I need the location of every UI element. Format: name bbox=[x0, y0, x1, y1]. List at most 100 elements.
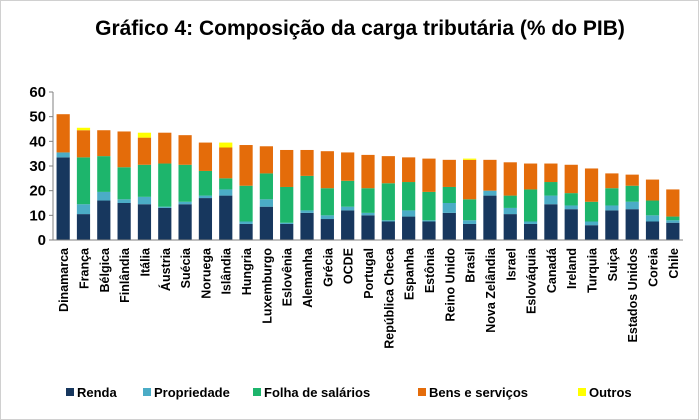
x-category-label: Finlândia bbox=[118, 247, 132, 303]
bar-segment-2 bbox=[402, 210, 416, 217]
legend-swatch bbox=[578, 388, 586, 396]
bar-segment-5 bbox=[76, 127, 91, 131]
x-category-label: Áustria bbox=[158, 247, 173, 291]
x-category-label: Eslováquia bbox=[525, 247, 539, 314]
bar-segment-2 bbox=[56, 152, 70, 158]
x-category-label: França bbox=[77, 247, 91, 289]
bar-segment-1 bbox=[381, 221, 395, 240]
bar-segment-4 bbox=[198, 142, 213, 171]
bar-segment-1 bbox=[442, 212, 456, 240]
bar-segment-3 bbox=[645, 200, 660, 216]
bar-segment-3 bbox=[442, 186, 456, 203]
bar-segment-3 bbox=[564, 193, 578, 206]
bar-segment-2 bbox=[137, 196, 152, 205]
bar-segment-1 bbox=[56, 157, 70, 240]
bar-segment-1 bbox=[625, 209, 639, 240]
bar-segment-4 bbox=[666, 189, 680, 217]
bar-segment-1 bbox=[341, 210, 355, 240]
bar-segment-2 bbox=[463, 220, 477, 224]
bar-segment-2 bbox=[442, 203, 456, 213]
bar-segment-1 bbox=[137, 204, 152, 240]
x-category-label: Bélgica bbox=[98, 247, 112, 293]
bar-segment-2 bbox=[239, 221, 253, 224]
bar-segment-3 bbox=[76, 157, 91, 205]
x-category-label: Israel bbox=[504, 248, 518, 281]
bar-segment-4 bbox=[178, 135, 192, 165]
bar-segment-4 bbox=[381, 156, 395, 184]
x-category-label: Canadá bbox=[545, 248, 559, 293]
bar-segment-2 bbox=[564, 205, 578, 210]
bar-segment-4 bbox=[259, 146, 273, 174]
bar-segment-2 bbox=[320, 215, 334, 220]
bar-segment-4 bbox=[564, 164, 578, 194]
chart-title: Gráfico 4: Composição da carga tributári… bbox=[95, 17, 625, 40]
y-tick-label: 10 bbox=[29, 207, 46, 224]
bar-segment-1 bbox=[198, 198, 213, 240]
bar-segment-2 bbox=[584, 221, 599, 226]
bar-segment-3 bbox=[97, 156, 111, 192]
bar-segment-4 bbox=[341, 152, 355, 181]
bar-segment-4 bbox=[300, 149, 314, 176]
bar-segment-1 bbox=[219, 195, 233, 240]
legend-swatch bbox=[418, 388, 426, 396]
bar-segment-4 bbox=[483, 159, 497, 191]
bar-segment-2 bbox=[605, 205, 619, 211]
bar-segment-3 bbox=[361, 188, 375, 213]
x-category-label: Brasil bbox=[464, 248, 478, 283]
bar-segment-3 bbox=[503, 195, 517, 208]
y-tick-label: 60 bbox=[29, 84, 46, 101]
x-category-label: Estados Unidos bbox=[626, 248, 640, 343]
y-tick-label: 20 bbox=[29, 183, 46, 200]
bar-segment-4 bbox=[280, 149, 294, 187]
bar-segment-2 bbox=[361, 212, 375, 216]
x-category-label: Eslovênia bbox=[281, 247, 295, 306]
bar-segment-4 bbox=[219, 147, 233, 179]
bar-segment-4 bbox=[56, 114, 70, 153]
bar-segment-3 bbox=[544, 182, 558, 196]
bar-segment-1 bbox=[645, 221, 660, 240]
bar-segment-3 bbox=[239, 185, 253, 222]
bar-segment-1 bbox=[584, 225, 599, 240]
bar-segment-4 bbox=[605, 173, 619, 189]
x-category-label: Estônia bbox=[423, 247, 437, 293]
bar-segment-3 bbox=[666, 216, 680, 221]
bar-segment-3 bbox=[625, 185, 639, 202]
bar-segment-2 bbox=[625, 201, 639, 210]
legend-label: Bens e serviços bbox=[429, 385, 528, 400]
bar-segment-4 bbox=[584, 168, 599, 202]
bar-segment-3 bbox=[341, 180, 355, 207]
bar-segment-1 bbox=[483, 195, 497, 240]
bar-segment-1 bbox=[666, 222, 680, 240]
bar-segment-3 bbox=[402, 182, 416, 211]
x-category-label: Itália bbox=[138, 247, 152, 277]
bar-segment-2 bbox=[300, 210, 314, 213]
bar-segment-1 bbox=[76, 214, 91, 240]
legend-label: Propriedade bbox=[154, 385, 230, 400]
bar-segment-2 bbox=[76, 204, 91, 215]
bar-segment-2 bbox=[381, 220, 395, 222]
bar-segment-5 bbox=[463, 158, 477, 160]
bar-segment-1 bbox=[503, 214, 517, 240]
bar-segment-2 bbox=[422, 220, 436, 222]
bar-segment-3 bbox=[463, 199, 477, 221]
x-category-label: República Checa bbox=[382, 247, 396, 349]
bar-segment-4 bbox=[117, 131, 131, 168]
x-category-label: Dinamarca bbox=[57, 247, 71, 312]
x-category-label: Suécia bbox=[179, 247, 193, 288]
bar-segment-3 bbox=[605, 188, 619, 206]
bar-segment-2 bbox=[341, 206, 355, 211]
bar-segment-1 bbox=[158, 207, 172, 240]
bar-segment-1 bbox=[178, 204, 192, 240]
bar-segment-4 bbox=[97, 130, 111, 157]
legend-swatch bbox=[143, 388, 151, 396]
bar-segment-3 bbox=[422, 191, 436, 221]
bar-segment-2 bbox=[198, 195, 213, 199]
bar-segment-1 bbox=[564, 209, 578, 240]
bar-segment-3 bbox=[219, 178, 233, 190]
y-tick-label: 30 bbox=[29, 158, 46, 175]
bar-segment-4 bbox=[503, 162, 517, 196]
bar-segment-2 bbox=[645, 215, 660, 222]
bar-segment-1 bbox=[97, 200, 111, 240]
bar-segment-1 bbox=[523, 223, 538, 240]
